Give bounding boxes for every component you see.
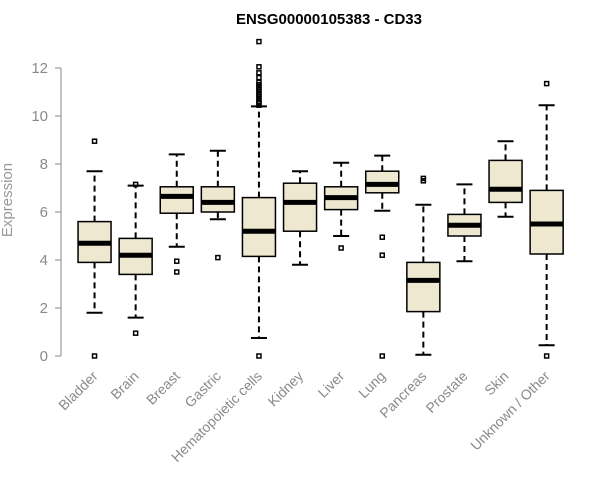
x-tick-label: Skin [481,368,512,399]
outlier-point [543,353,550,359]
box-group [77,138,112,359]
y-tick-label: 4 [40,252,48,269]
box-group [241,38,277,359]
outlier-point [256,79,262,86]
y-tick-label: 12 [31,60,48,77]
outlier-point [543,80,550,87]
box-group [529,80,564,359]
x-tick-label: Kidney [265,368,307,410]
outlier-point [174,258,180,264]
box-group [488,140,523,218]
outlier-point [91,353,98,359]
box-group [447,183,482,263]
outlier-point [256,353,262,359]
outlier-point [256,74,262,81]
x-tick-label: Lung [355,368,388,401]
y-tick-label: 2 [40,300,48,317]
x-tick-label: Bladder [55,368,101,414]
outlier-point [174,269,180,275]
outlier-point [256,64,262,70]
outlier-point [420,175,427,182]
box-group [323,161,359,251]
outlier-point [379,252,385,258]
y-tick-label: 0 [40,348,48,365]
x-tick-label: Prostate [422,368,470,416]
outlier-point [379,353,385,359]
outlier-point [256,70,262,76]
box-group [282,170,318,266]
box-group [200,149,236,261]
box-iqr [406,261,441,313]
outlier-point [379,234,385,240]
box-iqr [488,159,523,204]
outlier-point [132,181,139,188]
box-group [118,181,153,336]
box-iqr [200,186,236,213]
box-iqr [241,196,277,258]
boxes [77,38,564,359]
y-tick-label: 8 [40,156,48,173]
box-group [406,175,441,356]
x-tick-label: Brain [107,368,141,402]
box-group [159,153,194,275]
y-axis-label: Expression [0,163,16,237]
axes: 0 2 4 6 8 10 12 [31,60,62,365]
x-tick-label: Liver [314,368,347,401]
chart-title: ENSG00000105383 - CD33 [236,11,422,28]
box-group [365,154,400,359]
outlier-point [215,254,221,261]
outlier-point [132,330,139,336]
y-tick-label: 6 [40,204,48,221]
box-iqr [282,182,318,232]
x-tick-label: Breast [143,368,183,408]
box-iqr [159,186,194,214]
y-tick-label: 10 [31,108,48,125]
outlier-point [256,38,262,45]
outlier-point [91,138,98,144]
outlier-point [338,245,344,251]
